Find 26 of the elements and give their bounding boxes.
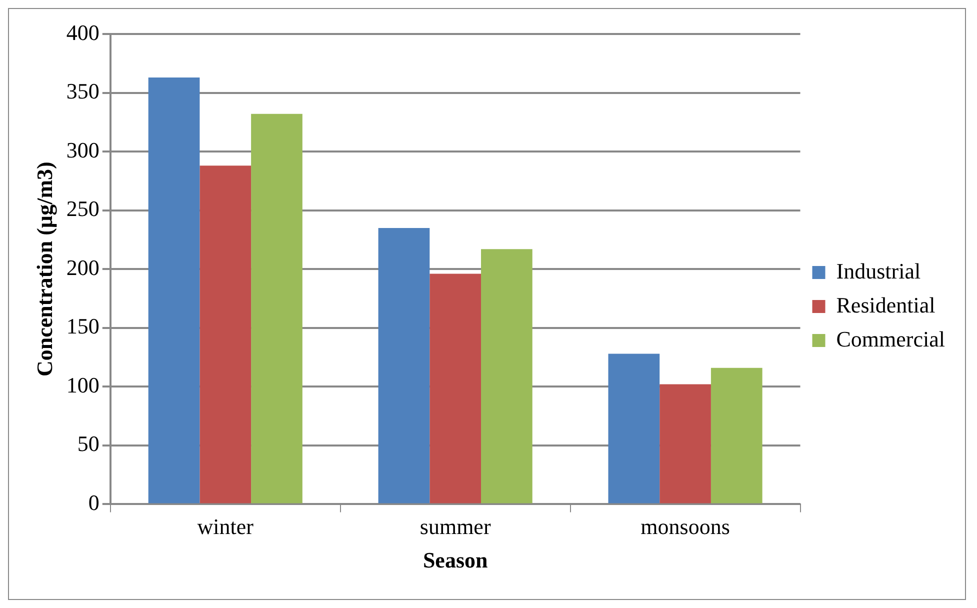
bar bbox=[200, 166, 252, 504]
x-axis-title: Season bbox=[422, 547, 488, 572]
bar bbox=[608, 354, 660, 504]
x-tick-label: monsoons bbox=[640, 514, 730, 540]
y-tick-label: 300 bbox=[66, 137, 100, 162]
bar bbox=[251, 114, 302, 504]
x-tick-label: summer bbox=[420, 514, 492, 540]
bar bbox=[378, 228, 430, 504]
y-tick-label: 250 bbox=[66, 196, 100, 222]
x-tick-label: winter bbox=[197, 514, 254, 540]
y-tick-label: 200 bbox=[66, 254, 100, 280]
bar bbox=[481, 249, 532, 504]
y-tick-label: 400 bbox=[66, 20, 100, 45]
bar bbox=[710, 368, 762, 504]
bar bbox=[430, 274, 482, 504]
bar bbox=[660, 384, 711, 504]
bar bbox=[148, 77, 200, 504]
legend-label: Residential bbox=[836, 292, 936, 318]
y-tick-label: 350 bbox=[66, 78, 100, 104]
legend-label: Industrial bbox=[836, 258, 921, 284]
y-axis-title: Concentration (µg/m3) bbox=[32, 162, 57, 377]
y-tick-label: 0 bbox=[88, 490, 100, 515]
y-tick-label: 150 bbox=[66, 314, 100, 339]
y-tick-label: 100 bbox=[66, 372, 100, 398]
legend-label: Commercial bbox=[836, 326, 946, 352]
y-tick-label: 50 bbox=[77, 431, 100, 456]
